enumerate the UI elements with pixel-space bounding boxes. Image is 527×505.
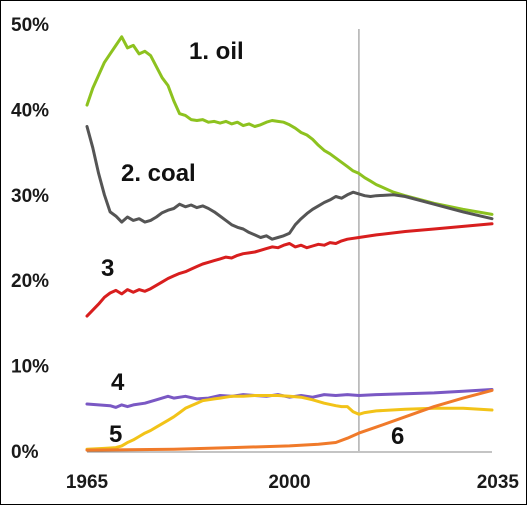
series-label-4: 4 <box>111 369 125 396</box>
y-axis-ticks: 0% 10% 20% 30% 40% 50% <box>11 15 49 463</box>
x-tick-label: 2035 <box>477 472 520 493</box>
series-line-6 <box>85 388 494 452</box>
series-group <box>85 35 494 452</box>
series-line-2 <box>85 125 494 241</box>
series-label-6: 6 <box>391 423 404 450</box>
series-label-5: 5 <box>109 421 122 448</box>
x-tick-label: 1965 <box>66 472 109 493</box>
y-tick-label: 0% <box>11 442 39 463</box>
x-tick-label: 2000 <box>268 472 310 493</box>
series-line-4 <box>85 388 494 409</box>
series-label-coal: 2. coal <box>121 160 196 187</box>
x-axis-ticks: 1965 2000 2035 <box>66 472 520 493</box>
series-label-3: 3 <box>101 255 114 282</box>
y-tick-label: 10% <box>11 357 49 378</box>
y-tick-label: 30% <box>11 186 49 207</box>
series-line-5 <box>85 394 494 451</box>
y-tick-label: 20% <box>11 271 49 292</box>
series-line-3 <box>85 222 494 318</box>
y-tick-label: 40% <box>11 100 49 121</box>
series-label-oil: 1. oil <box>189 38 244 65</box>
y-tick-label: 50% <box>11 15 49 36</box>
series-line-1 <box>85 35 494 216</box>
